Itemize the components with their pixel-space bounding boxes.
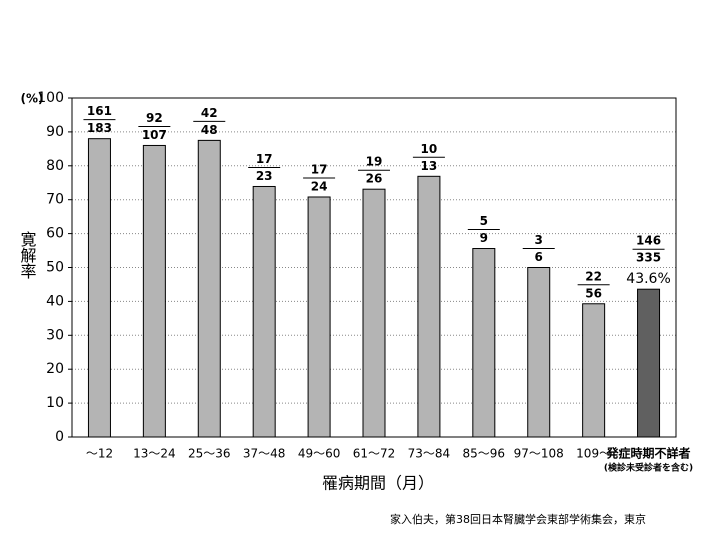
bar [362, 188, 386, 438]
y-tick-label: 30 [46, 327, 64, 343]
x-tick-label: 85～96 [463, 447, 506, 461]
x-tick-label: 37～48 [243, 447, 286, 461]
y-tick-label: 0 [55, 429, 64, 445]
y-unit: (%) [21, 92, 44, 106]
numerator: 146 [636, 234, 661, 248]
numerator: 17 [311, 162, 328, 176]
bar [472, 248, 496, 438]
x-tick-label: 25～36 [188, 447, 231, 461]
denominator: 335 [636, 251, 661, 265]
denominator: 13 [421, 159, 438, 173]
bar [307, 196, 331, 438]
x-tick-label: 73～84 [408, 447, 451, 461]
y-tick-label: 50 [46, 260, 64, 276]
bar [252, 185, 276, 438]
y-tick-label: 10 [46, 395, 64, 411]
y-tick-label: 90 [46, 124, 64, 140]
bar [637, 288, 661, 438]
numerator: 92 [146, 111, 163, 125]
numerator: 10 [421, 142, 438, 156]
bar [417, 175, 441, 438]
source: 家入伯夫，第38回日本腎臓学会東部学術集会，東京 [390, 512, 646, 526]
bar [527, 267, 551, 438]
denominator: 183 [87, 121, 112, 135]
value-label: 43.6% [626, 271, 670, 287]
denominator: 107 [142, 128, 167, 142]
x-tick-label: 61～72 [353, 447, 396, 461]
x-tick-label: 97～108 [514, 447, 564, 461]
x-tick-label: 49～60 [298, 447, 341, 461]
numerator: 42 [201, 106, 218, 120]
numerator: 3 [535, 233, 543, 247]
x-tick-label: 13～24 [133, 447, 176, 461]
numerator: 161 [87, 104, 112, 118]
x-tick-label: 発症時期不詳者 [606, 446, 691, 461]
denominator: 56 [585, 286, 602, 300]
y-tick-label: 20 [46, 361, 64, 377]
denominator: 9 [480, 231, 488, 245]
bar [197, 139, 221, 438]
denominator: 24 [311, 179, 328, 193]
denominator: 26 [366, 172, 383, 186]
y-tick-label: 100 [37, 90, 64, 106]
bar [582, 303, 606, 438]
numerator: 5 [480, 214, 488, 228]
denominator: 23 [256, 169, 273, 183]
x-tick-label: ～12 [86, 447, 113, 461]
y-tick-label: 70 [46, 192, 64, 208]
x-tick-label: 109～ [576, 447, 611, 461]
numerator: 17 [256, 152, 273, 166]
numerator: 22 [585, 269, 602, 283]
y-tick-label: 60 [46, 226, 64, 242]
numerator: 19 [366, 155, 383, 169]
bar [142, 144, 166, 438]
denominator: 6 [535, 250, 543, 264]
x-axis-label: 罹病期間（月） [322, 474, 434, 493]
bar [87, 138, 111, 438]
y-axis-label: 寛解率 [18, 231, 37, 279]
x-tick-sublabel: (検診未受診者を含む) [604, 462, 693, 474]
y-tick-label: 40 [46, 293, 64, 309]
y-tick-label: 80 [46, 158, 64, 174]
denominator: 48 [201, 123, 218, 137]
